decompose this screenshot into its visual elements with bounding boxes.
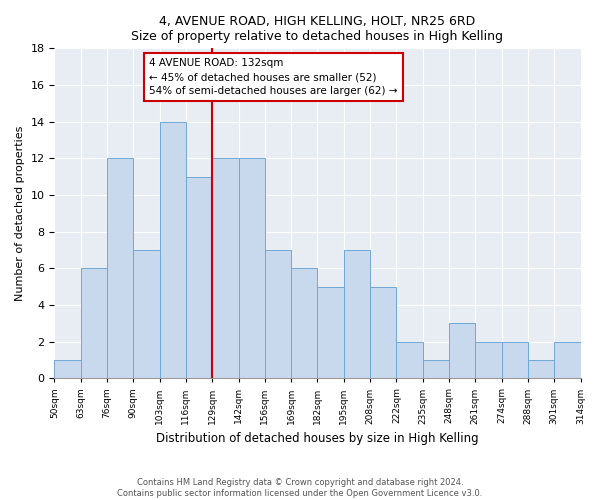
Bar: [239, 158, 265, 378]
Bar: [55, 360, 81, 378]
Bar: [370, 286, 397, 378]
Bar: [317, 286, 344, 378]
Bar: [422, 360, 449, 378]
Bar: [212, 158, 239, 378]
Bar: [107, 158, 133, 378]
Bar: [133, 250, 160, 378]
Bar: [554, 342, 581, 378]
X-axis label: Distribution of detached houses by size in High Kelling: Distribution of detached houses by size …: [156, 432, 479, 445]
Text: 4 AVENUE ROAD: 132sqm
← 45% of detached houses are smaller (52)
54% of semi-deta: 4 AVENUE ROAD: 132sqm ← 45% of detached …: [149, 58, 398, 96]
Bar: [397, 342, 422, 378]
Title: 4, AVENUE ROAD, HIGH KELLING, HOLT, NR25 6RD
Size of property relative to detach: 4, AVENUE ROAD, HIGH KELLING, HOLT, NR25…: [131, 15, 503, 43]
Text: Contains HM Land Registry data © Crown copyright and database right 2024.
Contai: Contains HM Land Registry data © Crown c…: [118, 478, 482, 498]
Bar: [528, 360, 554, 378]
Bar: [344, 250, 370, 378]
Bar: [291, 268, 317, 378]
Bar: [186, 176, 212, 378]
Bar: [160, 122, 186, 378]
Bar: [475, 342, 502, 378]
Bar: [265, 250, 291, 378]
Bar: [502, 342, 528, 378]
Bar: [81, 268, 107, 378]
Bar: [449, 324, 475, 378]
Y-axis label: Number of detached properties: Number of detached properties: [15, 126, 25, 301]
